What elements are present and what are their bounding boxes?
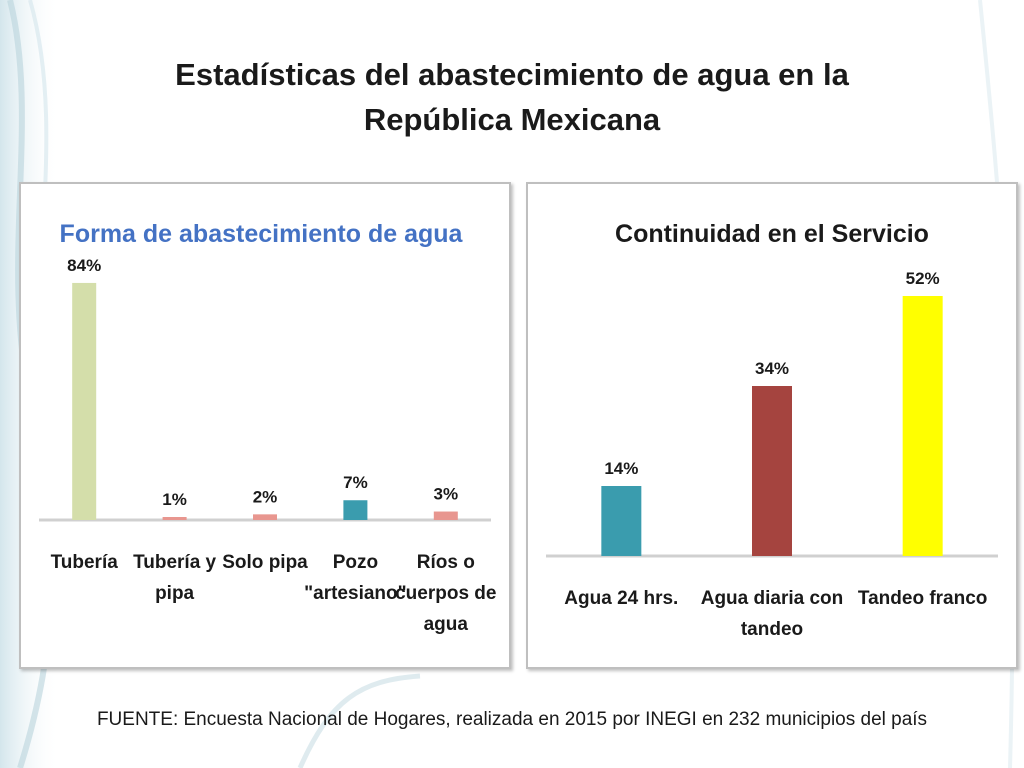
category-label-5-line-1: Ríos o	[417, 552, 475, 573]
bar-5	[433, 511, 458, 520]
bar-2	[162, 517, 187, 520]
category-label-3-line-1: Solo pipa	[222, 552, 308, 573]
category-label-4-line-2: "artesiano"	[304, 583, 407, 604]
chart-title: Forma de abastecimiento de agua	[60, 220, 464, 248]
source-note: FUENTE: Encuesta Nacional de Hogares, re…	[96, 709, 928, 730]
category-label-2-line-1: Tubería y	[133, 552, 216, 573]
value-label-2: 34%	[755, 359, 789, 378]
value-label-5: 3%	[434, 485, 459, 504]
bar-3	[902, 296, 943, 556]
value-label-3: 2%	[253, 487, 278, 506]
chart-forma-abastecimiento-svg: Forma de abastecimiento de agua 84% Tuberí…	[39, 220, 496, 635]
chart-title: Continuidad en el Servicio	[615, 220, 929, 248]
slide-title-line1: Estadísticas del abastecimiento de agua …	[175, 57, 849, 92]
value-label-3: 52%	[906, 269, 940, 288]
category-label-2-line-1: Agua diaria con	[701, 588, 844, 609]
value-label-1: 84%	[67, 256, 101, 275]
value-label-4: 7%	[343, 473, 368, 492]
category-label-5-line-3: agua	[424, 614, 469, 635]
bar-3	[253, 514, 277, 520]
value-label-1: 14%	[604, 459, 638, 478]
value-label-2: 1%	[162, 490, 187, 509]
category-label-2-line-2: pipa	[155, 583, 194, 604]
bar-4	[343, 500, 368, 520]
category-label-1-line-1: Tubería	[51, 552, 119, 573]
bar-1	[72, 282, 97, 520]
chart-forma-abastecimiento: Forma de abastecimiento de agua 84% Tuberí…	[19, 182, 511, 669]
category-label-5-line-2: cuerpos de	[395, 583, 496, 604]
category-label-4-line-1: Pozo	[333, 552, 378, 573]
chart-continuidad-servicio: Continuidad en el Servicio 14% Agua 24 hrs…	[526, 182, 1018, 669]
category-label-3-line-1: Tandeo franco	[858, 588, 988, 609]
category-label-2-line-2: tandeo	[741, 619, 803, 640]
slide-title: Estadísticas del abastecimiento de agua …	[0, 52, 1024, 142]
bar-2	[752, 386, 792, 556]
bar-1	[601, 486, 642, 556]
category-label-1-line-1: Agua 24 hrs.	[564, 588, 678, 609]
slide-title-line2: República Mexicana	[363, 102, 661, 137]
chart-continuidad-servicio-svg: Continuidad en el Servicio 14% Agua 24 hrs…	[546, 220, 998, 640]
